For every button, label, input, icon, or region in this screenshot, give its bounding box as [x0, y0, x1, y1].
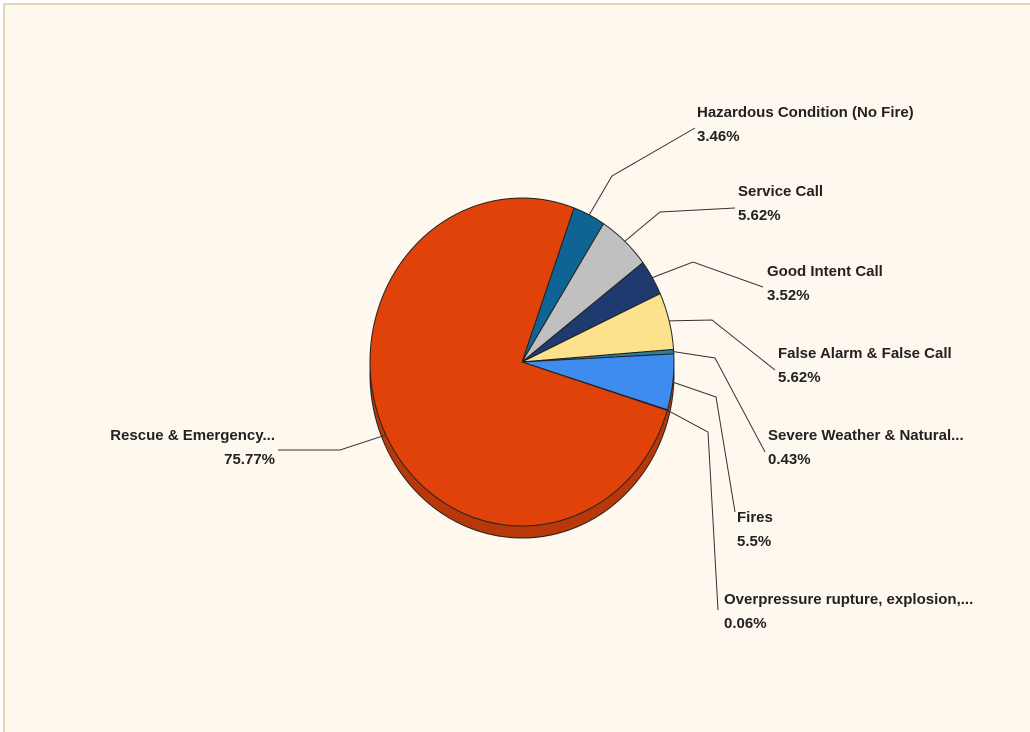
slice-value-label: 75.77% — [224, 451, 275, 468]
slice-value-label: 5.62% — [778, 369, 821, 386]
slice-value-label: 3.46% — [697, 128, 740, 145]
slice-value-label: 0.06% — [724, 615, 767, 632]
slice-label: False Alarm & False Call — [778, 345, 952, 362]
leader-line — [624, 207, 736, 242]
slice-value-label: 3.52% — [767, 287, 810, 304]
leader-line — [672, 381, 736, 513]
slice-label: Overpressure rupture, explosion,... — [724, 591, 973, 608]
slice-label: Fires — [737, 509, 773, 526]
slice-label: Good Intent Call — [767, 263, 883, 280]
leader-line — [667, 409, 719, 611]
leader-line — [673, 351, 766, 453]
slice-value-label: 5.62% — [738, 207, 781, 224]
slice-label: Hazardous Condition (No Fire) — [697, 104, 914, 121]
leader-line — [669, 319, 776, 371]
slice-value-label: 0.43% — [768, 451, 811, 468]
leader-line — [278, 434, 387, 451]
slice-label: Service Call — [738, 183, 823, 200]
leader-line — [652, 261, 764, 288]
slice-label: Rescue & Emergency... — [110, 427, 275, 444]
slice-label: Severe Weather & Natural... — [768, 427, 964, 444]
leader-line — [588, 127, 696, 216]
slice-value-label: 5.5% — [737, 533, 771, 550]
